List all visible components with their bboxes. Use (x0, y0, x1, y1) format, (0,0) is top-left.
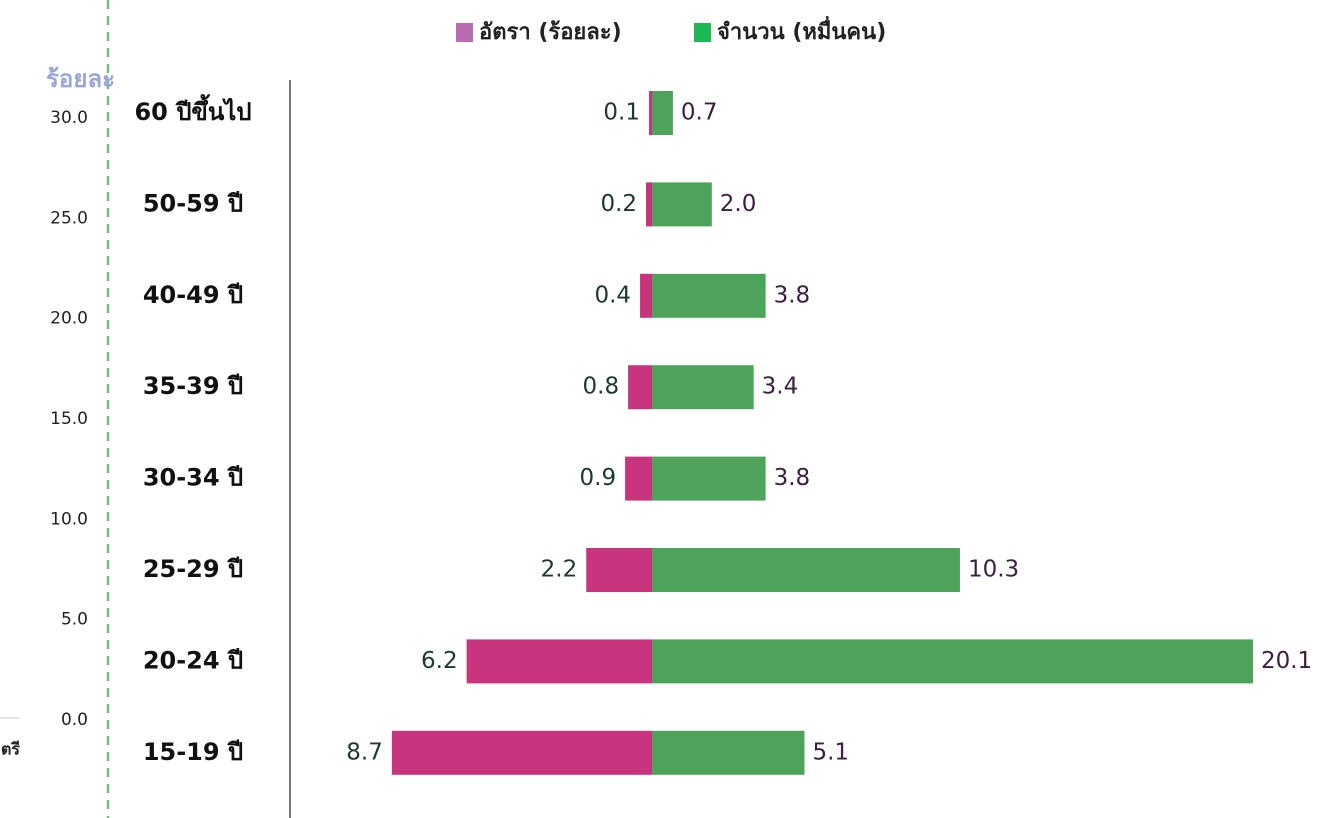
value-label: 2.2 (541, 557, 578, 583)
category-label: 25-29 ปี (143, 555, 243, 583)
bar (646, 182, 652, 227)
value-label: 5.1 (812, 739, 849, 765)
category-label: 30-34 ปี (143, 464, 243, 492)
category-label: 40-49 ปี (143, 281, 243, 309)
bar (652, 273, 766, 318)
category-label: 35-39 ปี (143, 372, 243, 400)
bar (652, 456, 766, 501)
y-tick-label: 0.0 (61, 710, 88, 730)
bar (640, 273, 652, 318)
category-label: 15-19 ปี (143, 738, 243, 766)
value-label: 3.8 (774, 465, 811, 491)
value-label: 0.4 (594, 282, 631, 308)
value-label: 0.8 (583, 374, 620, 400)
bar (628, 365, 652, 410)
value-label: 6.2 (421, 648, 458, 674)
bar (391, 730, 652, 775)
legend-swatch (456, 23, 473, 42)
value-label: 0.7 (681, 100, 718, 126)
value-label: 3.4 (762, 374, 799, 400)
value-label: 0.2 (600, 191, 637, 217)
value-label: 0.9 (580, 465, 617, 491)
y-tick-label: 15.0 (50, 409, 88, 429)
value-label: 3.8 (774, 282, 811, 308)
value-label: 8.7 (346, 739, 383, 765)
x-tick-label: ตรี (1, 740, 20, 759)
legend-label: จำนวน (หมื่นคน) (717, 15, 886, 45)
y-tick-label: 20.0 (50, 309, 88, 329)
y-tick-label: 5.0 (61, 610, 88, 630)
y-tick-label: 30.0 (50, 108, 88, 128)
bar (652, 730, 805, 775)
bar (466, 639, 652, 684)
bar (652, 91, 673, 135)
bar (652, 182, 712, 227)
category-label: 20-24 ปี (143, 646, 243, 674)
value-label: 20.1 (1261, 648, 1312, 674)
bar (625, 456, 652, 501)
value-label: 10.3 (968, 557, 1019, 583)
category-label: 60 ปีขึ้นไป (134, 93, 251, 126)
y-tick-label: 25.0 (50, 208, 88, 228)
bar (652, 365, 754, 410)
value-label: 0.1 (603, 100, 640, 126)
y-tick-label: 10.0 (50, 509, 88, 529)
bar (652, 639, 1253, 684)
y-axis-label: ร้อยละ (46, 65, 115, 93)
category-label: 50-59 ปี (143, 189, 243, 217)
bar (586, 548, 652, 592)
bar (649, 91, 652, 135)
legend-swatch (694, 23, 711, 42)
legend-label: อัตรา (ร้อยละ) (479, 20, 622, 45)
bar (652, 548, 960, 592)
value-label: 2.0 (720, 191, 757, 217)
